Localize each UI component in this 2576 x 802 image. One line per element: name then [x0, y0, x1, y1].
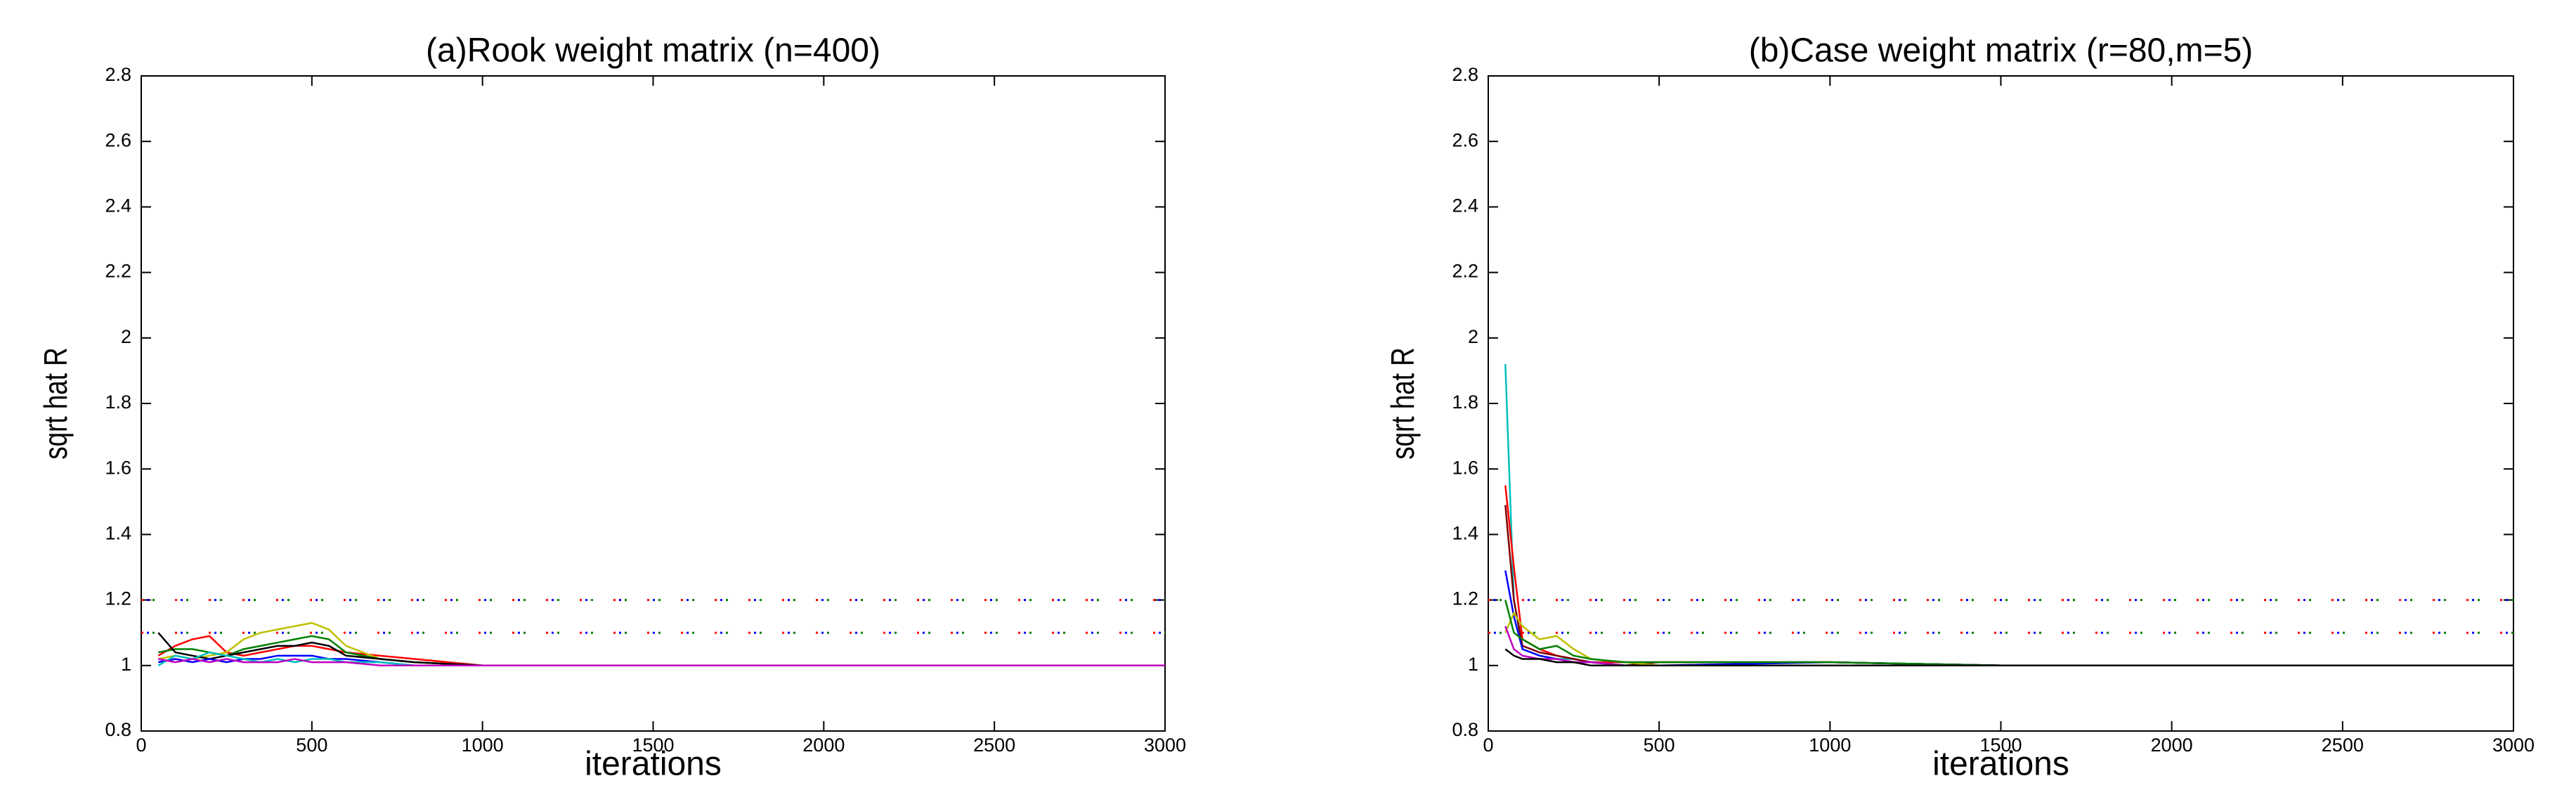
x-tick-label: 2500	[973, 735, 1015, 756]
y-tick-label: 0.8	[1452, 719, 1478, 740]
chart-panel: 0.8 1 1.2 1.4 1.6 1.8 2 2.2 2.4 2.6 2.8 0 500 1000 150…	[37, 32, 1186, 783]
x-tick-label: 500	[296, 735, 327, 756]
y-tick-label: 2.8	[1452, 64, 1478, 85]
y-axis-label: sqrt hat R	[1384, 347, 1421, 459]
x-tick-label: 2500	[2322, 735, 2364, 756]
y-tick-label: 2	[1468, 326, 1478, 347]
x-tick-label: 2000	[2151, 735, 2193, 756]
y-tick-label: 1.6	[105, 457, 131, 478]
x-tick-label: 3000	[1144, 735, 1186, 756]
y-tick-label: 2.6	[1452, 129, 1478, 150]
series-line	[158, 658, 1165, 667]
y-tick-label: 1.2	[105, 588, 131, 609]
y-axis-label: sqrt hat R	[37, 347, 74, 459]
chart-panel: 0.8 1 1.2 1.4 1.6 1.8 2 2.2 2.4 2.6 2.8 0 500 1000 150…	[1384, 32, 2535, 783]
y-tick-label: 2.2	[105, 261, 131, 282]
x-tick-label: 1000	[1809, 735, 1851, 756]
x-axis-label: iterations	[1932, 746, 2069, 783]
chart-title: (b)Case weight matrix (r=80,m=5)	[1749, 32, 2253, 70]
y-tick-label: 2.4	[1452, 195, 1478, 216]
plot-area	[141, 75, 1166, 732]
x-tick-label: 1500	[632, 735, 674, 756]
y-tick-label: 1.2	[1452, 588, 1478, 609]
series-line	[1504, 648, 2513, 667]
chart-title: (a)Rook weight matrix (n=400)	[426, 32, 880, 70]
x-tick-label: 1500	[1979, 735, 2022, 756]
y-tick-label: 1	[1468, 654, 1478, 675]
y-tick-label: 1.4	[1452, 523, 1478, 544]
y-tick-label: 1.6	[1452, 457, 1478, 478]
x-tick-label: 1000	[462, 735, 504, 756]
y-tick-label: 1	[121, 654, 131, 675]
x-tick-label: 0	[136, 735, 146, 756]
x-tick-label: 500	[1644, 735, 1675, 756]
y-tick-label: 2.4	[105, 195, 131, 216]
x-tick-label: 0	[1483, 735, 1493, 756]
y-tick-label: 2.2	[1452, 261, 1478, 282]
y-tick-label: 0.8	[105, 719, 131, 740]
x-tick-label: 3000	[2492, 735, 2535, 756]
x-tick-label: 2000	[802, 735, 845, 756]
y-tick-label: 1.8	[1452, 392, 1478, 413]
y-tick-label: 1.4	[105, 523, 131, 544]
plot-area	[1488, 75, 2514, 732]
y-tick-label: 1.8	[105, 392, 131, 413]
x-axis-label: iterations	[585, 746, 722, 783]
y-tick-label: 2	[121, 326, 131, 347]
y-tick-label: 2.8	[105, 64, 131, 85]
y-tick-label: 2.6	[105, 129, 131, 150]
